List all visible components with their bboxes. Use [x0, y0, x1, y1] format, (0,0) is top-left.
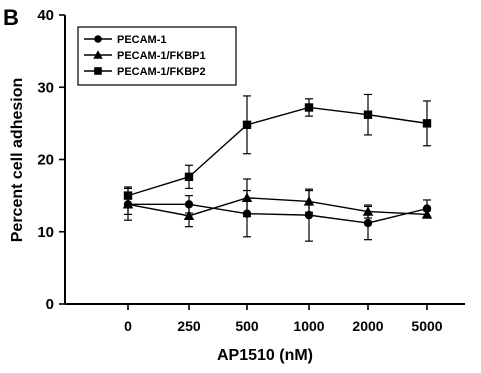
- series-line: [128, 203, 428, 224]
- data-point-triangle: [183, 210, 195, 221]
- y-tick-label: 30: [37, 79, 54, 96]
- y-tick-label: 10: [37, 224, 54, 241]
- series-circle: [123, 187, 432, 242]
- x-tick-label: 1000: [293, 318, 324, 334]
- data-point-triangle: [303, 196, 315, 206]
- data-point-circle: [304, 210, 314, 220]
- series-line: [127, 106, 428, 197]
- series-triangle: [122, 178, 433, 228]
- data-point-triangle: [421, 209, 433, 219]
- data-point-square: [94, 67, 102, 75]
- axes: [59, 14, 465, 310]
- data-point-triangle: [362, 206, 374, 216]
- series-line: [127, 197, 428, 217]
- y-tick-label: 40: [37, 7, 54, 24]
- panel-label: B: [3, 5, 19, 30]
- data-point-square: [184, 172, 194, 182]
- y-tick-labels: 0 10 20 30 40: [37, 7, 54, 313]
- data-point-triangle: [93, 50, 103, 59]
- x-tick-label: 0: [124, 318, 132, 334]
- y-tick-label: 0: [46, 296, 54, 313]
- data-point-circle: [363, 218, 373, 228]
- data-point-circle: [94, 35, 102, 43]
- legend-box: [77, 26, 237, 86]
- x-axis-label: AP1510 (nM): [217, 347, 313, 364]
- data-point-square: [242, 120, 252, 130]
- legend-label: PECAM-1/FKBP2: [117, 66, 206, 78]
- data-point-circle: [184, 200, 194, 209]
- x-tick-labels: 0 250 500 1000 2000 5000: [124, 318, 443, 334]
- x-tick-label: 2000: [352, 318, 383, 334]
- series-square: [123, 93, 432, 205]
- data-point-triangle: [241, 192, 253, 202]
- data-point-square: [422, 119, 432, 128]
- x-tick-label: 250: [177, 318, 201, 334]
- data-point-square: [363, 110, 373, 119]
- legend-label: PECAM-1/FKBP1: [117, 50, 206, 62]
- x-tick-label: 500: [235, 318, 259, 334]
- data-point-square: [123, 191, 133, 200]
- legend-label: PECAM-1: [117, 34, 167, 46]
- data-point-square: [304, 103, 314, 112]
- y-tick-label: 20: [37, 152, 54, 169]
- y-axis-label: Percent cell adhesion: [9, 78, 26, 243]
- plot-area: [122, 93, 433, 242]
- legend: PECAM-1 PECAM-1/FKBP1 PECAM-1/FKBP2: [77, 26, 237, 86]
- x-tick-label: 5000: [411, 318, 442, 334]
